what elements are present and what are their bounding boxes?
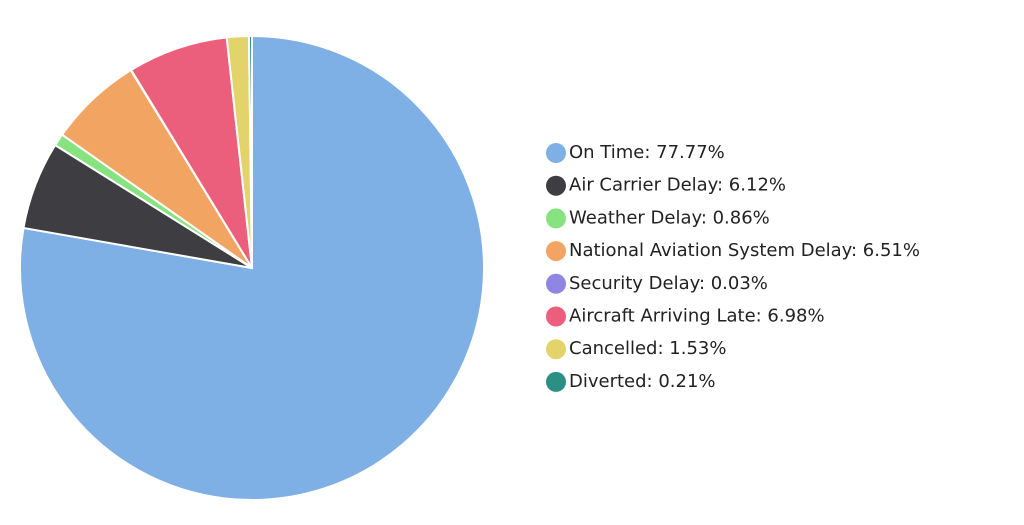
legend-label: On Time: 77.77% bbox=[569, 142, 725, 163]
legend-marker bbox=[546, 143, 566, 163]
legend-marker bbox=[546, 306, 566, 327]
legend-label: Aircraft Arriving Late: 6.98% bbox=[569, 306, 825, 327]
legend-marker bbox=[546, 241, 566, 262]
pie-slice bbox=[247, 34, 253, 269]
legend-label: National Aviation System Delay: 6.51% bbox=[569, 240, 920, 261]
legend-marker bbox=[546, 371, 566, 392]
legend-marker bbox=[546, 273, 566, 294]
legend-label: Air Carrier Delay: 6.12% bbox=[569, 175, 786, 196]
legend-marker bbox=[546, 339, 566, 360]
legend-label: Weather Delay: 0.86% bbox=[569, 207, 770, 228]
legend-label: Security Delay: 0.03% bbox=[569, 273, 768, 294]
pie-slice bbox=[129, 36, 253, 269]
legend-label: Cancelled: 1.53% bbox=[569, 338, 726, 359]
legend-marker bbox=[546, 175, 566, 196]
legend-marker bbox=[546, 208, 566, 229]
legend-label: Diverted: 0.21% bbox=[569, 371, 716, 392]
